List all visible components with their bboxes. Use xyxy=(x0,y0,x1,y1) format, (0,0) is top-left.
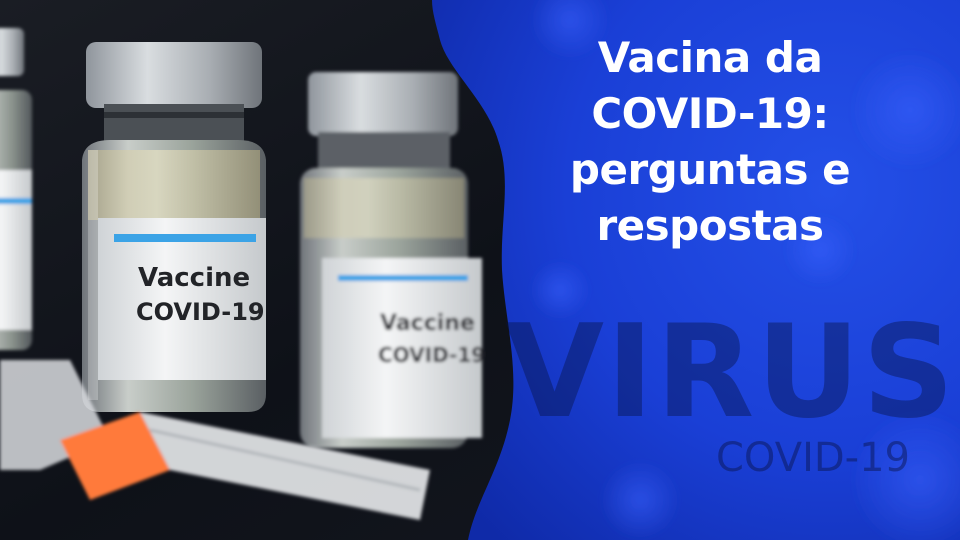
virus-watermark: VIRUS xyxy=(505,298,957,447)
vial-front: Vaccine COVID-19 xyxy=(82,42,266,412)
vial-back: Vaccine COVID-19 xyxy=(300,72,485,448)
vial-left-edge xyxy=(0,28,32,350)
syringe-icon xyxy=(0,360,430,520)
front-vial-label-line2: COVID-19 xyxy=(136,298,265,326)
page-title: Vacina da COVID-19: perguntas e resposta… xyxy=(500,30,920,254)
virus-particle-texture xyxy=(530,0,960,540)
covid-watermark: COVID-19 xyxy=(716,435,911,481)
title-line-1: Vacina da xyxy=(597,33,823,82)
back-vial-label-line2: COVID-19 xyxy=(378,343,485,367)
title-line-3: perguntas e xyxy=(569,145,851,194)
back-vial-label-line1: Vaccine xyxy=(380,311,475,336)
front-vial-label-line1: Vaccine xyxy=(138,263,250,293)
title-line-2: COVID-19: xyxy=(591,89,829,138)
headline-panel xyxy=(432,0,960,540)
title-line-4: respostas xyxy=(596,201,824,250)
